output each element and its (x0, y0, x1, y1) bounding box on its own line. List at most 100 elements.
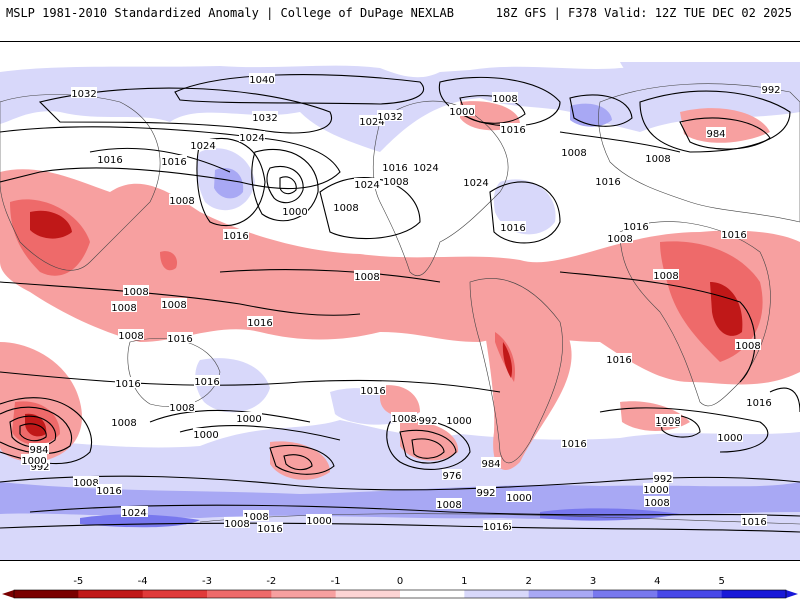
isobar-label-bg (561, 146, 587, 157)
colorbar-max-arrow (786, 590, 798, 598)
map-title: MSLP 1981-2010 Standardized Anomaly | Co… (6, 6, 454, 20)
isobar-label-bg (706, 127, 726, 138)
colorbar-tick-label: 0 (397, 576, 403, 587)
colorbar-svg: -5 -4 -3 -2 -1 0 1 2 3 4 5 (2, 576, 798, 599)
isobar-label: 1008 (492, 94, 517, 105)
isobar-label: 1000 (449, 107, 474, 118)
colorbar-tick-label: -3 (202, 576, 212, 587)
isobar-label: 1008 (436, 500, 461, 511)
isobar-label: 1016 (721, 230, 746, 241)
isobar-label: 1008 (333, 203, 358, 214)
isobar-label-bg (252, 111, 278, 122)
isobar-label: 1016 (561, 439, 586, 450)
isobar-label-bg (418, 414, 438, 425)
anomaly-map: 1040 1032 1032 1024 1024 1016 1016 1024 1008 1016… (0, 41, 800, 561)
model-valid-time: 18Z GFS | F378 Valid: 12Z TUE DEC 02 202… (495, 6, 792, 20)
isobar-label: 1008 (354, 272, 379, 283)
isobar-label: 1008 (73, 478, 98, 489)
isobar-label: 1016 (97, 155, 122, 166)
isobar-label-bg (21, 454, 47, 465)
isobar-label: 1016 (746, 398, 771, 409)
isobar-label-bg (239, 131, 265, 142)
isobar-label: 984 (481, 459, 500, 470)
isobar-label-bg (118, 329, 144, 340)
isobar-label-bg (249, 73, 275, 84)
isobar-label: 1000 (506, 493, 531, 504)
isobar-label: 1024 (359, 117, 384, 128)
isobar-label: 1008 (169, 403, 194, 414)
colorbar-tick-label: 3 (590, 576, 596, 587)
isobar-label: 992 (418, 416, 437, 427)
isobar-label-bg (735, 339, 761, 350)
colorbar-segment (271, 590, 337, 598)
header: MSLP 1981-2010 Standardized Anomaly | Co… (0, 0, 800, 24)
isobar-label: 1016 (500, 125, 525, 136)
isobar-label: 1000 (446, 416, 471, 427)
isobar-label: 1016 (167, 334, 192, 345)
isobar-label: 976 (442, 471, 461, 482)
isobar-label: 992 (30, 462, 49, 473)
isobar-label-bg (463, 176, 489, 187)
isobars (0, 74, 800, 533)
isobar-label: 1024 (190, 141, 215, 152)
isobar-label: 1008 (243, 512, 268, 523)
colorbar-tick-label: 4 (654, 576, 660, 587)
isobar-label-bg (190, 139, 216, 150)
colorbar-segment (593, 590, 658, 598)
colorbar-frame (13, 589, 787, 599)
isobar-label-bg (236, 412, 262, 423)
isobar-label: 1032 (71, 89, 96, 100)
isobar-label: 1008 (111, 303, 136, 314)
isobar-label: 1016 (623, 222, 648, 233)
isobar-label: 1000 (717, 433, 742, 444)
isobar-label-bg (111, 416, 137, 427)
isobar-label-bg (607, 232, 633, 243)
isobar-label-bg (476, 486, 496, 497)
isobar-label-bg (243, 510, 269, 521)
isobar-label: 1008 (123, 287, 148, 298)
colorbar-segment (721, 590, 787, 598)
isobar-label-bg (721, 228, 747, 239)
isobar-label-bg (595, 175, 621, 186)
isobar-label-bg (492, 92, 518, 103)
isobar-label: 984 (29, 445, 48, 456)
isobar-label: 1008 (653, 271, 678, 282)
isobar-label: 1008 (391, 414, 416, 425)
isobar-label: 1008 (118, 331, 143, 342)
isobar-label-bg (354, 178, 380, 189)
colorbar-tick-label: -2 (266, 576, 276, 587)
isobar-label: 1016 (741, 517, 766, 528)
isobar-label: 1024 (239, 133, 264, 144)
isobar-label: 1008 (644, 498, 669, 509)
isobar-label-bg (623, 220, 649, 231)
isobar-label: 1016 (500, 223, 525, 234)
isobar-label: 1016 (161, 157, 186, 168)
colorbar-tick-label: -1 (331, 576, 341, 587)
isobar-label-bg (194, 375, 220, 386)
isobar-label: 1008 (111, 418, 136, 429)
colorbar-segment (14, 590, 79, 598)
isobar-label-bg (161, 298, 187, 309)
isobar-label: 1016 (257, 524, 282, 535)
isobar-label-bg (169, 194, 195, 205)
colorbar-min-arrow (2, 590, 14, 598)
isobar-label-bg (111, 301, 137, 312)
isobar-label-bg (761, 83, 781, 94)
isobar-label: 1016 (360, 386, 385, 397)
isobar-label-bg (481, 457, 501, 468)
strong-negative-shading (25, 210, 743, 437)
isobar-label-bg (29, 443, 49, 454)
isobar-label-bg (436, 498, 462, 509)
isobar-label-bg (115, 377, 141, 388)
isobar-label: 1016 (115, 379, 140, 390)
isobar-label: 1016 (194, 377, 219, 388)
isobar-label: 1024 (413, 163, 438, 174)
isobar-label-bg (306, 514, 332, 525)
isobar-label-bg (449, 105, 475, 116)
isobar-label-bg (655, 414, 681, 425)
isobar-label-bg (97, 153, 123, 164)
isobar-label: 1008 (383, 177, 408, 188)
isobar-label-bg (359, 115, 385, 126)
colorbar-segment (400, 590, 465, 598)
